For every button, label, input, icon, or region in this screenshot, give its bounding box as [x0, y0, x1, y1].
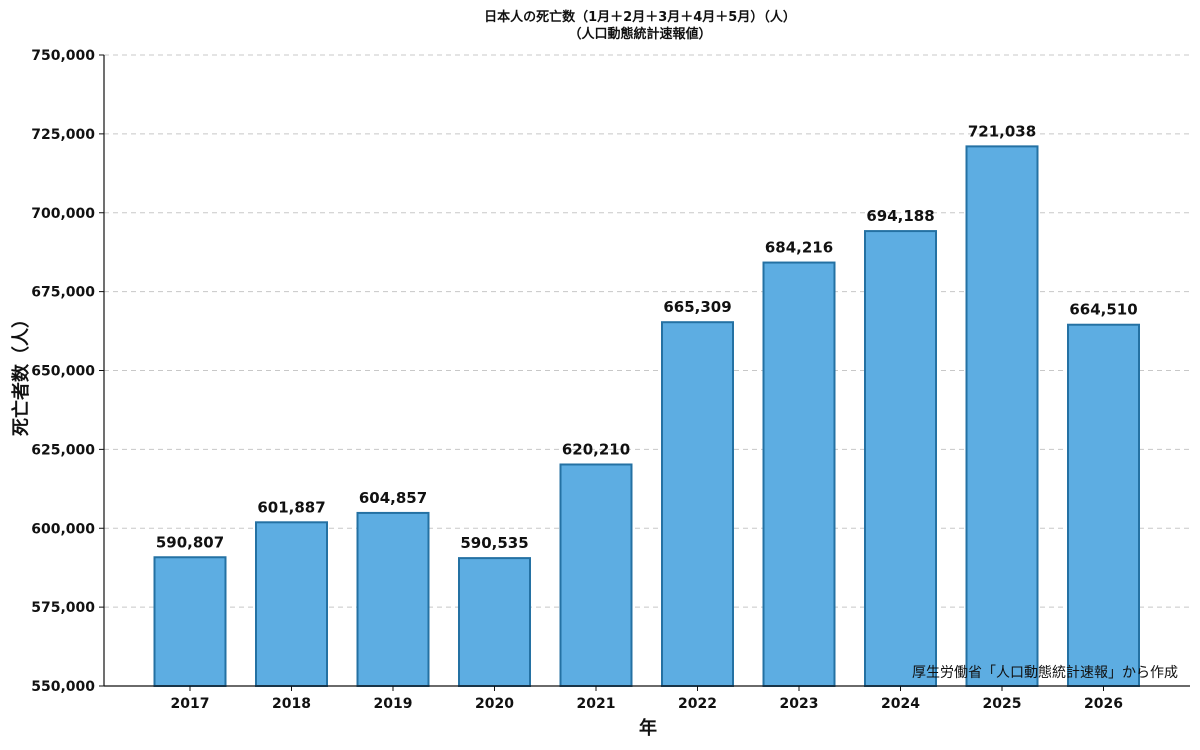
- y-tick-label: 750,000: [31, 48, 95, 64]
- y-tick-label: 575,000: [31, 600, 95, 616]
- y-tick-label: 625,000: [31, 442, 95, 458]
- bar-2020: [458, 557, 531, 687]
- bar-2018: [255, 521, 328, 687]
- y-tick-label: 700,000: [31, 206, 95, 222]
- bar-2024: [864, 230, 937, 687]
- x-tick-label-2025: 2025: [983, 696, 1022, 712]
- y-tick-label: 550,000: [31, 679, 95, 695]
- data-label-2026: 664,510: [1069, 301, 1137, 319]
- bar-2019: [356, 511, 430, 687]
- x-tick-label-2020: 2020: [475, 696, 514, 712]
- x-axis-title: 年: [639, 717, 657, 739]
- x-tick-label-2018: 2018: [272, 696, 311, 712]
- bar-2022: [661, 321, 734, 687]
- x-tick-label-2024: 2024: [881, 696, 920, 712]
- data-label-2023: 684,216: [765, 239, 833, 257]
- x-tick-label-2022: 2022: [678, 696, 717, 712]
- bar-2021: [559, 463, 633, 687]
- y-tick-label: 650,000: [31, 364, 95, 380]
- y-tick-label: 675,000: [31, 285, 95, 301]
- source-note: 厚生労働省「人口動態統計速報」から作成: [912, 665, 1178, 681]
- y-axis-title: 死亡者数（人）: [10, 310, 32, 436]
- bars: [153, 145, 1140, 687]
- bar-2025: [965, 145, 1039, 687]
- data-label-2020: 590,535: [460, 534, 528, 552]
- chart-subtitle: （人口動態統計速報値）: [568, 26, 711, 42]
- y-tick-label: 600,000: [31, 521, 95, 537]
- x-tick-label-2021: 2021: [577, 696, 616, 712]
- data-label-2025: 721,038: [968, 122, 1036, 140]
- data-label-2022: 665,309: [663, 298, 731, 316]
- y-tick-labels: 550,000 575,000 600,000 625,000 650,000 675,0…: [31, 48, 104, 695]
- data-label-2019: 604,857: [359, 489, 427, 507]
- data-label-2021: 620,210: [562, 440, 630, 458]
- x-tick-label-2026: 2026: [1084, 696, 1123, 712]
- x-tick-label-2019: 2019: [374, 696, 413, 712]
- x-tick-labels: 2017 2018 2019 2020 2021 2022 2023 2024 2025 2026: [171, 686, 1123, 712]
- data-labels: 590,807 601,887 604,857 590,535 620,210 665,3…: [156, 122, 1138, 552]
- data-label-2018: 601,887: [257, 498, 325, 516]
- chart-title: 日本人の死亡数（1月＋2月＋3月＋4月＋5月）（人）: [484, 9, 796, 25]
- data-label-2024: 694,188: [866, 207, 934, 225]
- data-label-2017: 590,807: [156, 533, 224, 551]
- bar-2017: [153, 556, 227, 687]
- y-tick-label: 725,000: [31, 127, 95, 143]
- x-tick-label-2017: 2017: [171, 696, 210, 712]
- bar-2023: [762, 261, 836, 687]
- x-tick-label-2023: 2023: [780, 696, 819, 712]
- bar-2026: [1067, 323, 1140, 687]
